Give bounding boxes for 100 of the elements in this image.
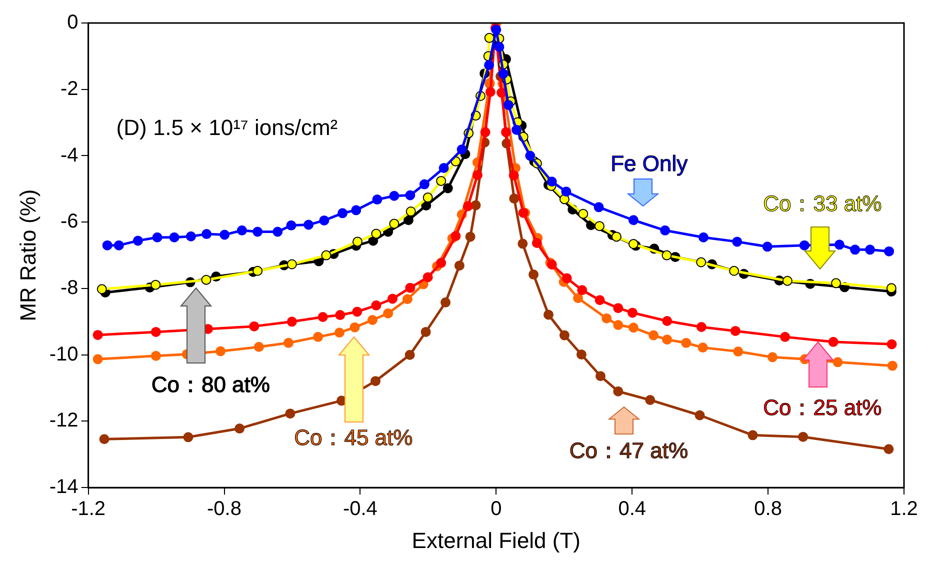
point — [834, 240, 844, 250]
point — [272, 226, 283, 237]
point — [886, 283, 896, 294]
point — [611, 232, 622, 242]
point — [404, 350, 415, 360]
point — [767, 352, 778, 362]
x-axis-title: External Field (T) — [412, 528, 581, 553]
point — [681, 338, 692, 348]
point — [501, 127, 512, 138]
point — [484, 32, 494, 43]
point — [420, 326, 431, 337]
point — [798, 432, 808, 442]
point — [662, 316, 672, 326]
point — [321, 250, 332, 260]
series-label: Co：47 at% — [569, 437, 688, 466]
point — [799, 240, 810, 250]
point — [186, 231, 196, 242]
point — [865, 244, 876, 255]
point — [442, 183, 453, 194]
y-tick-label: -2 — [60, 78, 78, 100]
point — [729, 266, 740, 276]
point — [254, 342, 264, 352]
point — [660, 225, 670, 236]
point — [832, 357, 843, 368]
point — [318, 312, 328, 322]
point — [730, 326, 740, 336]
point — [485, 87, 496, 98]
point — [286, 220, 296, 230]
point — [627, 308, 638, 318]
point — [576, 350, 586, 360]
point — [252, 266, 263, 276]
point — [561, 186, 572, 197]
point — [648, 330, 659, 340]
point — [285, 408, 296, 419]
point — [183, 432, 194, 442]
point — [578, 208, 588, 219]
y-tick-label: 0 — [67, 12, 78, 34]
point — [99, 434, 110, 444]
point — [828, 336, 838, 347]
point — [150, 326, 161, 337]
y-axis-title: MR Ratio (%) — [15, 189, 40, 322]
point — [440, 297, 451, 308]
point — [694, 410, 705, 420]
point — [456, 144, 467, 154]
point — [546, 176, 557, 187]
point — [132, 236, 143, 246]
point — [698, 232, 708, 242]
series-label: Fe Only — [610, 150, 688, 177]
point — [498, 68, 508, 79]
point — [886, 339, 897, 350]
point — [573, 293, 584, 304]
point — [334, 328, 344, 338]
point — [352, 236, 362, 247]
point — [216, 346, 226, 356]
point — [150, 350, 161, 361]
point — [484, 60, 494, 70]
point — [884, 444, 894, 454]
point — [782, 276, 792, 286]
y-tick-label: -10 — [49, 343, 78, 366]
y-tick-label: -14 — [49, 476, 78, 498]
point — [509, 194, 520, 204]
point — [884, 246, 894, 256]
point — [338, 208, 348, 218]
point — [169, 232, 180, 242]
point — [595, 371, 606, 382]
point — [696, 322, 706, 332]
point — [313, 332, 324, 342]
x-tick-label: 0 — [490, 498, 502, 520]
point — [371, 300, 382, 310]
point — [472, 170, 482, 180]
x-tick-label: 1.2 — [890, 498, 918, 520]
point — [748, 430, 758, 440]
point — [438, 163, 449, 174]
point — [508, 170, 519, 180]
point — [594, 295, 605, 306]
text: Co：25 at% — [763, 394, 882, 422]
x-tick-label: -0.4 — [342, 498, 378, 520]
point — [371, 228, 382, 239]
text: Co：45 at% — [294, 424, 413, 452]
point — [389, 218, 400, 229]
point — [512, 124, 522, 135]
point — [387, 294, 398, 304]
point — [249, 321, 260, 332]
x-tick-label: 0.8 — [754, 498, 782, 520]
point — [304, 220, 314, 230]
point — [436, 176, 446, 186]
point — [405, 190, 416, 200]
point — [92, 354, 103, 364]
x-tick-label: -1.2 — [71, 498, 106, 520]
point — [465, 232, 476, 242]
point — [528, 270, 539, 280]
point — [454, 260, 464, 271]
y-tick-label: -4 — [60, 144, 78, 166]
point — [236, 225, 247, 236]
point — [406, 206, 416, 216]
point — [480, 127, 490, 138]
point — [252, 226, 263, 237]
x-tick-label: -0.8 — [207, 498, 242, 520]
point — [628, 322, 638, 333]
point — [831, 278, 842, 288]
